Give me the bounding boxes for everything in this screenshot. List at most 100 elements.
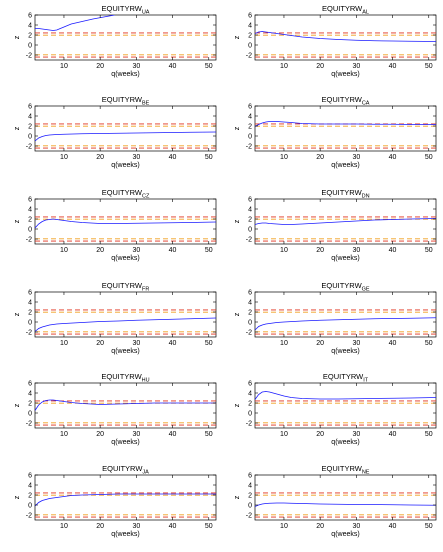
chart-title-subscript: IT (363, 378, 369, 384)
y-tick-label: 2 (28, 32, 32, 39)
x-axis-label: q(weeks) (331, 439, 359, 446)
chart-title-subscript: DN (362, 194, 370, 200)
x-tick-label: 30 (352, 431, 360, 438)
x-tick-label: 40 (389, 63, 397, 70)
chart-title-main: EQUITYRW (102, 281, 143, 290)
x-axis-label: q(weeks) (111, 255, 139, 262)
chart-title: EQUITYRWGE (321, 281, 370, 293)
y-tick-label: 0 (248, 319, 252, 326)
x-tick-label: 30 (132, 247, 140, 254)
chart-panel-ge: 10 20 30 40 50 -2 0 2 4 6 EQUITYRWGE q(weeks) z (234, 281, 437, 355)
y-axis-label: z (234, 219, 241, 223)
y-tick-label: 6 (248, 380, 252, 387)
y-tick-label: 6 (248, 472, 252, 479)
x-tick-label: 10 (280, 340, 288, 347)
chart-title-subscript: CZ (142, 194, 150, 200)
plot-area (254, 382, 437, 429)
plot-area (254, 14, 437, 61)
x-tick-label: 50 (205, 154, 213, 161)
chart-title-main: EQUITYRW (321, 188, 362, 197)
series-line (255, 502, 436, 507)
x-tick-label: 30 (132, 431, 140, 438)
chart-title: EQUITYRWDN (321, 188, 369, 200)
chart-title-subscript: JA (142, 470, 149, 476)
y-tick-label: 2 (28, 492, 32, 499)
x-tick-label: 20 (316, 340, 324, 347)
y-axis-label: z (234, 403, 241, 407)
x-tick-label: 10 (60, 431, 68, 438)
x-tick-label: 20 (96, 247, 104, 254)
y-axis-label: z (14, 495, 21, 499)
x-tick-label: 10 (60, 523, 68, 530)
chart-panel-dn: 10 20 30 40 50 -2 0 2 4 6 EQUITYRWDN q(weeks) z (234, 188, 437, 262)
chart-title-main: EQUITYRW (102, 4, 143, 13)
y-tick-label: -2 (246, 329, 252, 336)
y-tick-label: 0 (28, 42, 32, 49)
y-tick-label: 4 (248, 482, 252, 489)
chart-title: EQUITYRWCZ (102, 188, 150, 200)
chart-title-subscript: BE (142, 101, 150, 107)
y-tick-label: -2 (246, 512, 252, 519)
x-tick-label: 30 (352, 523, 360, 530)
y-tick-label: 6 (28, 380, 32, 387)
x-tick-label: 20 (316, 431, 324, 438)
y-tick-label: 4 (248, 113, 252, 120)
x-tick-label: 30 (352, 63, 360, 70)
chart-title-main: EQUITYRW (321, 281, 362, 290)
chart-title-main: EQUITYRW (322, 4, 363, 13)
y-tick-label: 0 (28, 319, 32, 326)
x-tick-label: 40 (389, 431, 397, 438)
y-tick-label: 6 (28, 12, 32, 19)
y-tick-label: 0 (28, 502, 32, 509)
chart-title-subscript: GE (362, 287, 370, 293)
x-tick-label: 10 (60, 63, 68, 70)
x-tick-label: 20 (316, 523, 324, 530)
series-line (35, 399, 216, 411)
y-axis-label: z (14, 403, 21, 407)
y-tick-label: 2 (248, 309, 252, 316)
x-tick-label: 30 (132, 63, 140, 70)
x-tick-label: 40 (169, 431, 177, 438)
y-tick-label: 2 (248, 32, 252, 39)
x-tick-label: 40 (169, 523, 177, 530)
x-axis-label: q(weeks) (111, 531, 139, 538)
series-line (35, 493, 216, 507)
chart-title: EQUITYRWHU (101, 372, 149, 384)
x-tick-label: 20 (96, 154, 104, 161)
y-tick-label: 2 (248, 400, 252, 407)
chart-panel-ja: 10 20 30 40 50 -2 0 2 4 6 EQUITYRWJA q(weeks) z (14, 464, 217, 538)
y-tick-label: 4 (28, 206, 32, 213)
x-axis-label: q(weeks) (111, 162, 139, 169)
x-tick-label: 10 (280, 523, 288, 530)
series-line (255, 391, 436, 400)
x-tick-label: 40 (389, 340, 397, 347)
chart-title-subscript: HU (142, 378, 150, 384)
plot-area (254, 291, 437, 338)
plot-area (34, 105, 217, 152)
x-tick-label: 50 (425, 523, 433, 530)
y-tick-label: 6 (248, 196, 252, 203)
x-tick-label: 50 (205, 340, 213, 347)
x-axis-label: q(weeks) (331, 71, 359, 78)
x-tick-label: 20 (96, 63, 104, 70)
chart-panel-ne: 10 20 30 40 50 -2 0 2 4 6 EQUITYRWNE q(weeks) z (234, 464, 437, 538)
x-tick-label: 50 (425, 154, 433, 161)
chart-title: EQUITYRWIT (323, 372, 369, 384)
x-tick-label: 50 (425, 63, 433, 70)
chart-panel-fr: 10 20 30 40 50 -2 0 2 4 6 EQUITYRWFR q(weeks) z (14, 281, 217, 355)
y-tick-label: 4 (28, 482, 32, 489)
x-tick-label: 10 (280, 247, 288, 254)
y-axis-label: z (234, 312, 241, 316)
plot-area (254, 474, 437, 521)
plot-area (254, 105, 437, 152)
y-axis-label: z (14, 312, 21, 316)
plot-area (34, 382, 217, 429)
y-tick-label: 6 (248, 103, 252, 110)
y-tick-label: 4 (28, 22, 32, 29)
x-tick-label: 50 (205, 247, 213, 254)
chart-title-main: EQUITYRW (102, 188, 143, 197)
series-line (255, 317, 436, 331)
chart-panel-cz: 10 20 30 40 50 -2 0 2 4 6 EQUITYRWCZ q(weeks) z (14, 188, 217, 262)
y-axis-label: z (234, 35, 241, 39)
